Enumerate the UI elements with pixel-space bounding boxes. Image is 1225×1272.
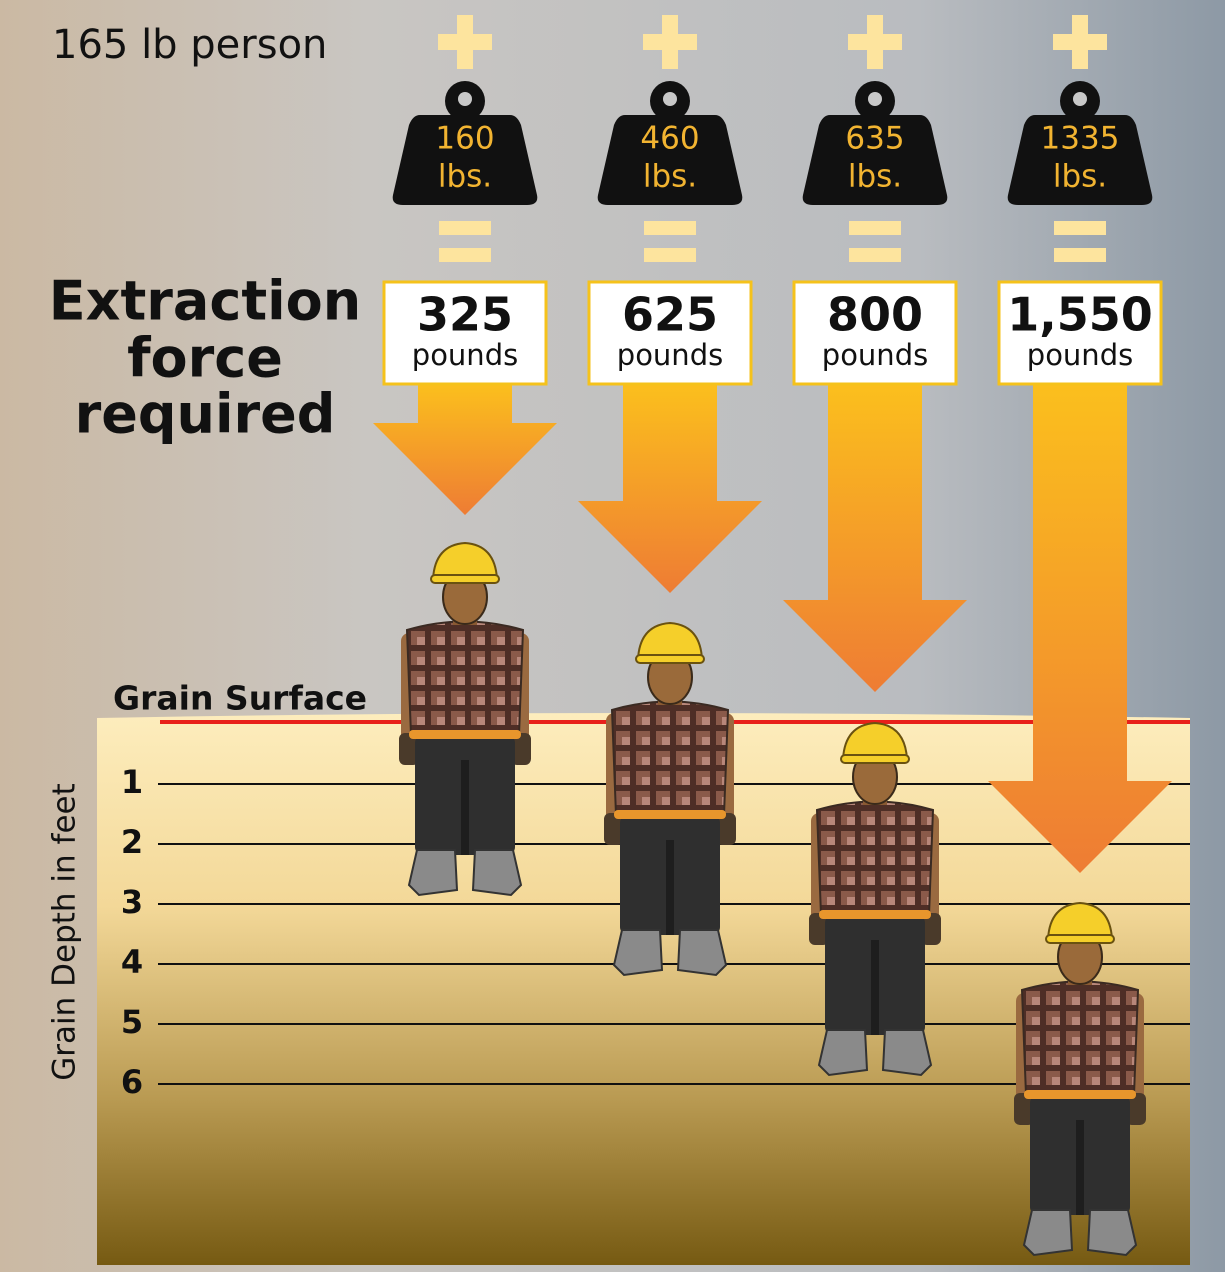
heading-line: required	[75, 383, 336, 446]
force-value: 625	[622, 288, 718, 342]
page: 165 lb person Extraction force required …	[0, 0, 1225, 1272]
depth-axis-title: Grain Depth in feet	[47, 783, 83, 1080]
force-value: 325	[417, 288, 513, 342]
weight-unit: lbs.	[1053, 159, 1107, 195]
force-unit: pounds	[1027, 338, 1133, 372]
equals-sign	[439, 221, 491, 235]
weight-value: 635	[845, 121, 904, 157]
depth-tick-label: 6	[121, 1063, 143, 1101]
depth-tick-label: 3	[121, 883, 143, 921]
infographic: 165 lb person Extraction force required …	[0, 0, 1225, 1272]
weight-value: 1335	[1041, 121, 1120, 157]
force-unit: pounds	[822, 338, 928, 372]
equals-sign	[644, 221, 696, 235]
depth-tick-label: 2	[121, 823, 143, 861]
equals-sign	[1054, 248, 1106, 262]
force-unit: pounds	[617, 338, 723, 372]
heading-line: force	[127, 327, 283, 390]
weight-unit: lbs.	[643, 159, 697, 195]
heading-line: Extraction	[49, 270, 361, 333]
depth-tick-label: 4	[121, 943, 143, 981]
person-label: 165 lb person	[52, 22, 327, 68]
equals-sign	[644, 248, 696, 262]
force-value: 1,550	[1007, 288, 1153, 342]
equals-sign	[1054, 221, 1106, 235]
equals-sign	[849, 248, 901, 262]
depth-tick-label: 1	[121, 763, 143, 801]
force-value: 800	[827, 288, 923, 342]
depth-tick-label: 5	[121, 1003, 143, 1041]
equals-sign	[439, 248, 491, 262]
weight-unit: lbs.	[848, 159, 902, 195]
weight-unit: lbs.	[438, 159, 492, 195]
force-unit: pounds	[412, 338, 518, 372]
weight-value: 460	[640, 121, 699, 157]
equals-sign	[849, 221, 901, 235]
surface-label: Grain Surface	[113, 679, 367, 718]
weight-value: 160	[435, 121, 494, 157]
